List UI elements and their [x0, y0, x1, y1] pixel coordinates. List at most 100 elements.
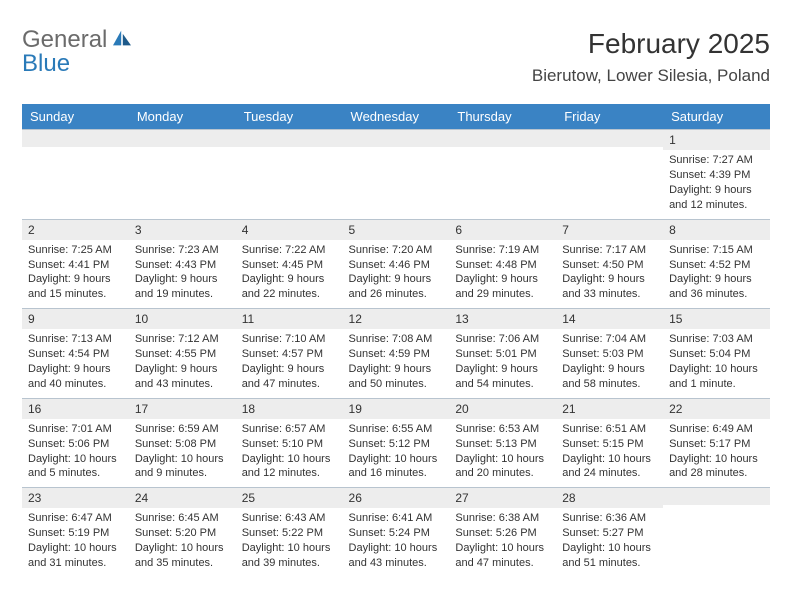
day-number: 1	[663, 130, 770, 150]
sunset-text: Sunset: 4:39 PM	[669, 168, 764, 183]
daylight-text-2: and 26 minutes.	[349, 287, 444, 302]
sunrise-text: Sunrise: 7:12 AM	[135, 332, 230, 347]
day-number: 25	[236, 488, 343, 508]
daylight-text-2: and 50 minutes.	[349, 377, 444, 392]
sunset-text: Sunset: 5:12 PM	[349, 437, 444, 452]
sunset-text: Sunset: 5:19 PM	[28, 526, 123, 541]
day-details: Sunrise: 7:17 AMSunset: 4:50 PMDaylight:…	[556, 240, 663, 308]
day-details: Sunrise: 6:47 AMSunset: 5:19 PMDaylight:…	[22, 508, 129, 576]
daylight-text-2: and 28 minutes.	[669, 466, 764, 481]
day-number: 24	[129, 488, 236, 508]
weekday-header-row: Sunday Monday Tuesday Wednesday Thursday…	[22, 104, 770, 130]
sunrise-text: Sunrise: 6:36 AM	[562, 511, 657, 526]
sunrise-text: Sunrise: 6:43 AM	[242, 511, 337, 526]
daylight-text-2: and 12 minutes.	[242, 466, 337, 481]
day-number: 15	[663, 309, 770, 329]
calendar-day-cell	[343, 130, 450, 220]
sunset-text: Sunset: 4:45 PM	[242, 258, 337, 273]
sunset-text: Sunset: 5:08 PM	[135, 437, 230, 452]
calendar-day-cell	[236, 130, 343, 220]
day-details: Sunrise: 7:22 AMSunset: 4:45 PMDaylight:…	[236, 240, 343, 308]
calendar-day-cell: 7Sunrise: 7:17 AMSunset: 4:50 PMDaylight…	[556, 219, 663, 309]
sunset-text: Sunset: 5:27 PM	[562, 526, 657, 541]
day-number	[663, 488, 770, 505]
day-details: Sunrise: 7:04 AMSunset: 5:03 PMDaylight:…	[556, 329, 663, 397]
daylight-text-2: and 5 minutes.	[28, 466, 123, 481]
sunset-text: Sunset: 4:52 PM	[669, 258, 764, 273]
sunrise-text: Sunrise: 7:01 AM	[28, 422, 123, 437]
calendar-day-cell: 22Sunrise: 6:49 AMSunset: 5:17 PMDayligh…	[663, 398, 770, 488]
daylight-text-1: Daylight: 9 hours	[669, 272, 764, 287]
daylight-text-2: and 29 minutes.	[455, 287, 550, 302]
daylight-text-2: and 36 minutes.	[669, 287, 764, 302]
sunrise-text: Sunrise: 7:08 AM	[349, 332, 444, 347]
day-number: 21	[556, 399, 663, 419]
sunrise-text: Sunrise: 7:13 AM	[28, 332, 123, 347]
sunset-text: Sunset: 5:10 PM	[242, 437, 337, 452]
daylight-text-1: Daylight: 9 hours	[28, 362, 123, 377]
day-number: 17	[129, 399, 236, 419]
day-details	[22, 147, 129, 199]
calendar-day-cell: 4Sunrise: 7:22 AMSunset: 4:45 PMDaylight…	[236, 219, 343, 309]
day-details: Sunrise: 7:15 AMSunset: 4:52 PMDaylight:…	[663, 240, 770, 308]
day-details: Sunrise: 7:20 AMSunset: 4:46 PMDaylight:…	[343, 240, 450, 308]
sunrise-text: Sunrise: 6:49 AM	[669, 422, 764, 437]
calendar-day-cell: 17Sunrise: 6:59 AMSunset: 5:08 PMDayligh…	[129, 398, 236, 488]
daylight-text-2: and 22 minutes.	[242, 287, 337, 302]
sunrise-text: Sunrise: 6:47 AM	[28, 511, 123, 526]
brand-word-2: Blue	[22, 52, 134, 76]
sunset-text: Sunset: 4:59 PM	[349, 347, 444, 362]
sunset-text: Sunset: 5:15 PM	[562, 437, 657, 452]
sunrise-text: Sunrise: 7:23 AM	[135, 243, 230, 258]
day-number: 14	[556, 309, 663, 329]
sunset-text: Sunset: 4:57 PM	[242, 347, 337, 362]
daylight-text-1: Daylight: 9 hours	[242, 362, 337, 377]
day-details: Sunrise: 7:19 AMSunset: 4:48 PMDaylight:…	[449, 240, 556, 308]
daylight-text-2: and 43 minutes.	[349, 556, 444, 571]
sunset-text: Sunset: 5:24 PM	[349, 526, 444, 541]
day-number	[236, 130, 343, 147]
daylight-text-2: and 39 minutes.	[242, 556, 337, 571]
calendar-day-cell: 1Sunrise: 7:27 AMSunset: 4:39 PMDaylight…	[663, 130, 770, 220]
header: GeneralBlue February 2025 Bierutow, Lowe…	[22, 28, 770, 86]
daylight-text-2: and 43 minutes.	[135, 377, 230, 392]
day-number	[343, 130, 450, 147]
daylight-text-2: and 31 minutes.	[28, 556, 123, 571]
daylight-text-1: Daylight: 10 hours	[135, 541, 230, 556]
day-details: Sunrise: 7:06 AMSunset: 5:01 PMDaylight:…	[449, 329, 556, 397]
day-number	[129, 130, 236, 147]
sunrise-text: Sunrise: 7:27 AM	[669, 153, 764, 168]
sunset-text: Sunset: 4:46 PM	[349, 258, 444, 273]
daylight-text-1: Daylight: 10 hours	[562, 541, 657, 556]
brand-logo: GeneralBlue	[22, 28, 134, 76]
day-details: Sunrise: 6:55 AMSunset: 5:12 PMDaylight:…	[343, 419, 450, 487]
sunset-text: Sunset: 5:06 PM	[28, 437, 123, 452]
calendar-document: GeneralBlue February 2025 Bierutow, Lowe…	[0, 0, 792, 587]
sunrise-text: Sunrise: 6:53 AM	[455, 422, 550, 437]
sunrise-text: Sunrise: 6:51 AM	[562, 422, 657, 437]
day-number	[556, 130, 663, 147]
weekday-header: Wednesday	[343, 104, 450, 130]
sunset-text: Sunset: 4:43 PM	[135, 258, 230, 273]
daylight-text-2: and 54 minutes.	[455, 377, 550, 392]
day-number: 23	[22, 488, 129, 508]
day-number: 27	[449, 488, 556, 508]
day-details	[236, 147, 343, 199]
sunrise-text: Sunrise: 7:15 AM	[669, 243, 764, 258]
weekday-header: Monday	[129, 104, 236, 130]
day-number: 4	[236, 220, 343, 240]
calendar-day-cell: 2Sunrise: 7:25 AMSunset: 4:41 PMDaylight…	[22, 219, 129, 309]
daylight-text-1: Daylight: 10 hours	[669, 362, 764, 377]
day-details: Sunrise: 6:36 AMSunset: 5:27 PMDaylight:…	[556, 508, 663, 576]
calendar-day-cell: 19Sunrise: 6:55 AMSunset: 5:12 PMDayligh…	[343, 398, 450, 488]
calendar-day-cell: 12Sunrise: 7:08 AMSunset: 4:59 PMDayligh…	[343, 309, 450, 399]
calendar-week-row: 9Sunrise: 7:13 AMSunset: 4:54 PMDaylight…	[22, 309, 770, 399]
calendar-day-cell: 10Sunrise: 7:12 AMSunset: 4:55 PMDayligh…	[129, 309, 236, 399]
daylight-text-2: and 16 minutes.	[349, 466, 444, 481]
day-details	[556, 147, 663, 199]
daylight-text-1: Daylight: 10 hours	[135, 452, 230, 467]
title-block: February 2025 Bierutow, Lower Silesia, P…	[532, 28, 770, 86]
weekday-header: Sunday	[22, 104, 129, 130]
sunset-text: Sunset: 4:55 PM	[135, 347, 230, 362]
daylight-text-1: Daylight: 9 hours	[455, 362, 550, 377]
